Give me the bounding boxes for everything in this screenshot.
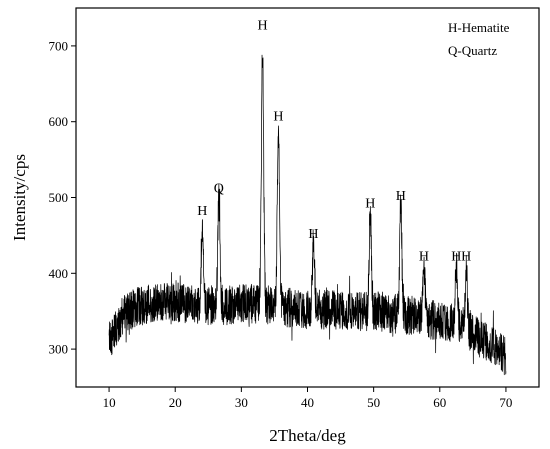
peak-label: H <box>273 109 283 124</box>
peak-label: H <box>451 250 461 265</box>
xrd-pattern-line <box>108 54 507 376</box>
peak-label: H <box>396 189 406 204</box>
x-tick-label: 10 <box>103 395 116 410</box>
peak-label: H <box>197 204 207 219</box>
x-tick-label: 20 <box>169 395 182 410</box>
peak-label: Q <box>214 182 224 197</box>
x-tick-label: 60 <box>433 395 446 410</box>
x-axis-title: 2Theta/deg <box>269 426 346 445</box>
legend-entry-quartz: Q-Quartz <box>448 43 497 58</box>
peak-label: H <box>308 227 318 242</box>
x-tick-label: 40 <box>301 395 314 410</box>
peak-label: H <box>461 250 471 265</box>
y-axis: 300 400 500 600 700 <box>49 38 76 357</box>
y-tick-label: 600 <box>49 114 69 129</box>
y-tick-label: 700 <box>49 38 69 53</box>
x-tick-label: 30 <box>235 395 248 410</box>
y-axis-title: Intensity/cps <box>10 154 29 241</box>
plot-area <box>108 54 507 376</box>
x-axis: 10 20 30 40 50 60 70 <box>103 387 512 410</box>
peak-label: H <box>365 197 375 212</box>
peak-label: H <box>257 19 267 34</box>
x-tick-label: 50 <box>367 395 380 410</box>
y-tick-label: 500 <box>49 190 69 205</box>
legend-entry-hematite: H-Hematite <box>448 20 510 35</box>
x-tick-label: 70 <box>499 395 512 410</box>
peak-label: H <box>419 250 429 265</box>
y-tick-label: 300 <box>49 342 69 357</box>
y-tick-label: 400 <box>49 266 69 281</box>
